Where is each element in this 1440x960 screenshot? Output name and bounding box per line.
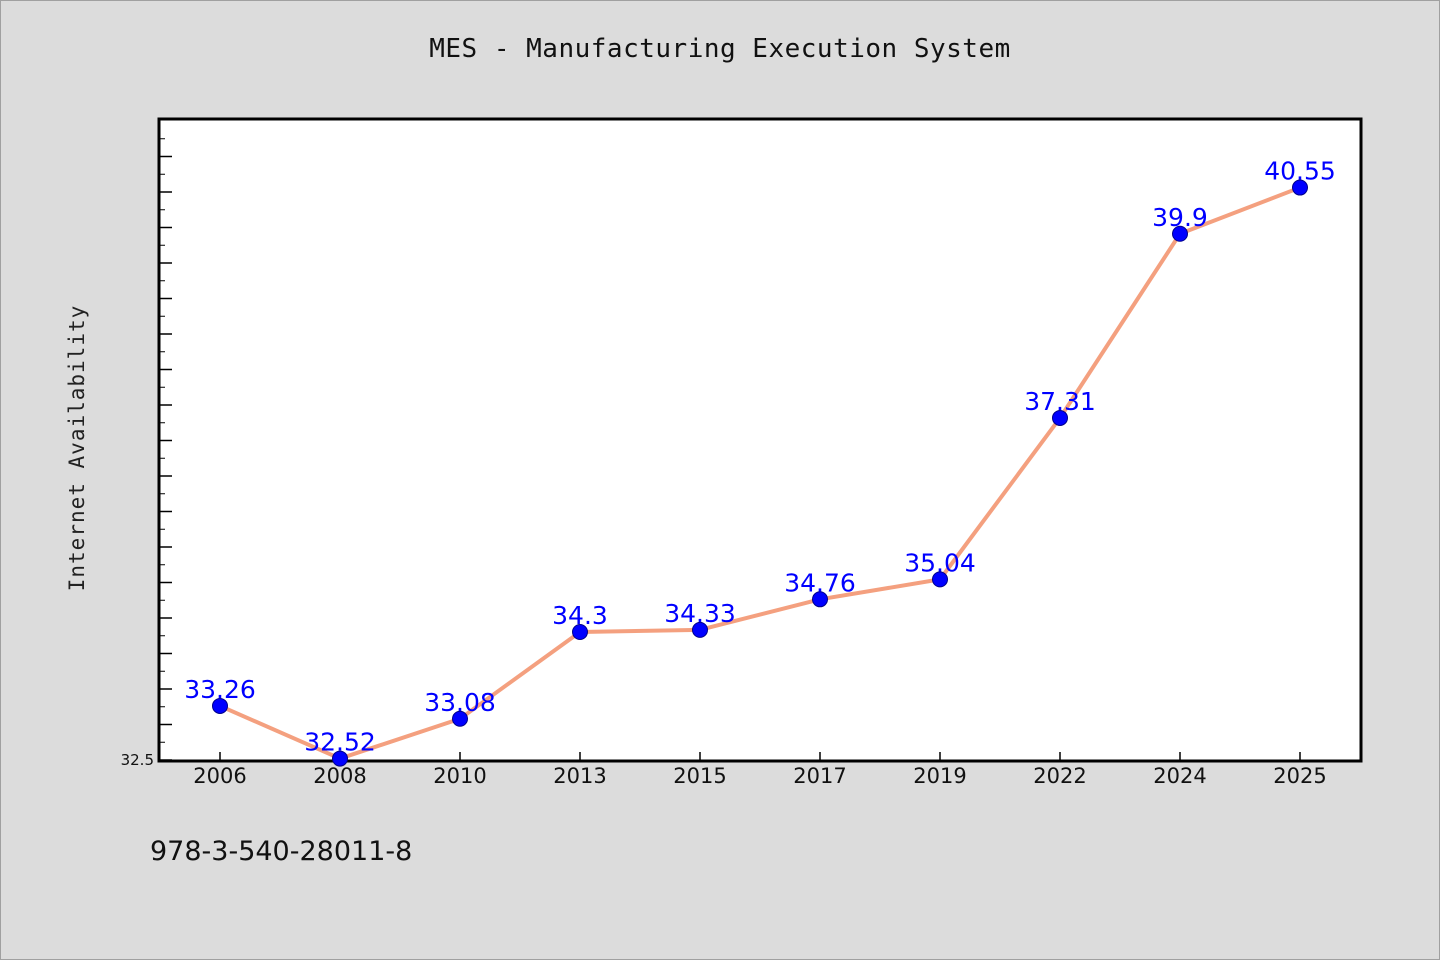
x-tick-label: 2015 [673, 764, 726, 788]
x-axis-ticks: 2006 2008 2010 2013 2015 2017 2019 2022 2024 2025 [193, 752, 1327, 788]
plot-area [157, 117, 1363, 763]
data-point [332, 750, 348, 767]
x-tick-label: 2008 [313, 764, 366, 788]
data-point [1052, 409, 1068, 426]
chart-title: MES - Manufacturing Execution System [429, 34, 1011, 64]
data-markers [212, 179, 1308, 767]
series-line [219, 185, 1301, 761]
data-label: 35.04 [904, 548, 976, 577]
data-label: 37.31 [1024, 387, 1096, 416]
data-point [692, 621, 708, 638]
data-label: 34.3 [552, 601, 608, 630]
isbn-footnote: 978-3-540-28011-8 [150, 836, 413, 867]
x-tick-label: 2024 [1153, 764, 1206, 788]
x-tick-label: 2010 [433, 764, 486, 788]
data-label: 39.9 [1152, 203, 1208, 232]
data-labels: 33.26 32.52 33.08 34.3 34.33 34.76 35.04 37.31 3… [184, 157, 1336, 757]
data-point [572, 624, 588, 640]
y-tick-label: 32.5 [121, 751, 154, 769]
data-label: 33.26 [184, 675, 256, 704]
x-tick-label: 2006 [193, 764, 246, 788]
y-axis-ticks: 32.5 [121, 138, 172, 769]
data-label: 33.08 [424, 688, 496, 717]
data-label: 34.76 [784, 568, 856, 597]
x-tick-label: 2019 [913, 764, 966, 788]
data-point [932, 571, 948, 588]
x-tick-label: 2022 [1033, 764, 1086, 788]
data-label: 34.33 [664, 599, 736, 628]
x-tick-label: 2017 [793, 764, 846, 788]
data-point [1172, 225, 1188, 242]
data-label: 40.55 [1264, 157, 1336, 186]
x-tick-label: 2013 [553, 764, 606, 788]
x-tick-label: 2025 [1273, 764, 1326, 788]
data-point [212, 697, 228, 714]
data-point [1292, 179, 1308, 196]
data-label: 32.52 [304, 728, 376, 757]
data-point [812, 591, 828, 608]
data-point [452, 710, 468, 727]
